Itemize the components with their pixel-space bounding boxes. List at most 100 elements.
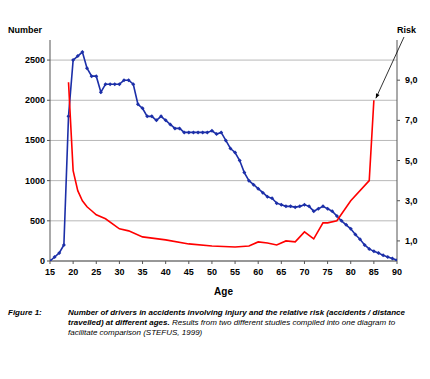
x-axis [50,261,397,262]
x-tick-label: 45 [184,267,194,277]
x-tick-label: 55 [230,267,240,277]
series-marker [252,183,256,187]
y-axis [50,40,51,261]
series-marker [316,207,320,211]
series-marker [164,118,168,122]
series-marker [90,74,94,78]
y2-tick-label: 7,0 [405,115,418,125]
series-marker [376,251,380,255]
series-marker [210,129,214,133]
series-marker [358,237,362,241]
series-marker [279,203,283,207]
series-marker [275,201,279,205]
series-marker [104,82,108,86]
series-marker [224,138,228,142]
series-marker [173,126,177,130]
x-tick-label: 65 [276,267,286,277]
series-marker [145,114,149,118]
series-marker [99,90,103,94]
series-marker [219,130,223,134]
series-line [50,52,397,261]
y-tick-label: 2500 [25,55,45,65]
x-axis-title: Age [214,286,233,297]
y-axis-title: Number [8,25,43,35]
series-marker [261,191,265,195]
series-marker [302,203,306,207]
series-marker [80,50,84,54]
series-marker [386,255,390,259]
y-tick-label: 2000 [25,95,45,105]
grid-line [50,220,397,221]
series-marker [159,114,163,118]
grid-line [50,60,397,61]
series-marker [62,243,66,247]
y2-axis-title: Risk [397,25,417,35]
x-tick-label: 35 [138,267,148,277]
x-tick-label: 30 [114,267,124,277]
grid-line [50,180,397,181]
grid-line [50,100,397,101]
series-marker [238,159,242,163]
series-marker [150,114,154,118]
series-marker [182,130,186,134]
plot-area [50,50,397,261]
series-marker [122,78,126,82]
series-marker [390,257,394,261]
x-tick-label: 75 [323,267,333,277]
series-marker [284,204,288,208]
series-marker [178,126,182,130]
annotation-arrow [376,37,404,98]
series-marker [57,251,61,255]
series-marker [117,82,121,86]
caption-body: Number of drivers in accidents involving… [68,308,418,338]
series-marker [136,102,140,106]
series-marker [141,106,145,110]
series-marker [330,209,334,213]
series-marker [94,74,98,78]
series-marker [215,132,219,136]
series-marker [321,204,325,208]
annotation-arrowhead [376,93,380,98]
y-tick-label: 500 [30,216,45,226]
y2-tick-label: 3,0 [405,196,418,206]
series-marker [154,118,158,122]
series-marker [363,243,367,247]
x-tick-label: 70 [299,267,309,277]
grid-line [50,261,397,262]
series-marker [191,130,195,134]
series-marker [307,204,311,208]
series-marker [367,247,371,251]
y-tick-label: 1500 [25,135,45,145]
y-tick-label: 1000 [25,176,45,186]
series-marker [298,204,302,208]
x-tick-label: 25 [91,267,101,277]
grid-line [50,140,397,141]
x-tick-label: 50 [207,267,217,277]
series-marker [131,82,135,86]
y2-tick-label: 9,0 [405,75,418,85]
series-marker [265,195,269,199]
y2-axis [397,40,398,261]
series-marker [76,54,80,58]
series-line [69,82,374,247]
series-marker [344,223,348,227]
series-marker [228,146,232,150]
y2-tick-label: 5,0 [405,156,418,166]
series-marker [289,204,293,208]
series-marker [349,227,353,231]
series-marker [247,179,251,183]
series-marker [201,130,205,134]
series-marker [71,58,75,62]
series-marker [395,258,397,261]
series-marker [205,130,209,134]
series-marker [127,78,131,82]
series-marker [293,205,297,209]
series-marker [372,249,376,253]
series-marker [381,253,385,257]
y2-tick-label: 1,0 [405,236,418,246]
caption-label: Figure 1: [8,308,42,318]
series-marker [353,232,357,236]
x-tick-label: 20 [68,267,78,277]
series-marker [233,151,237,155]
series-marker [50,259,52,261]
